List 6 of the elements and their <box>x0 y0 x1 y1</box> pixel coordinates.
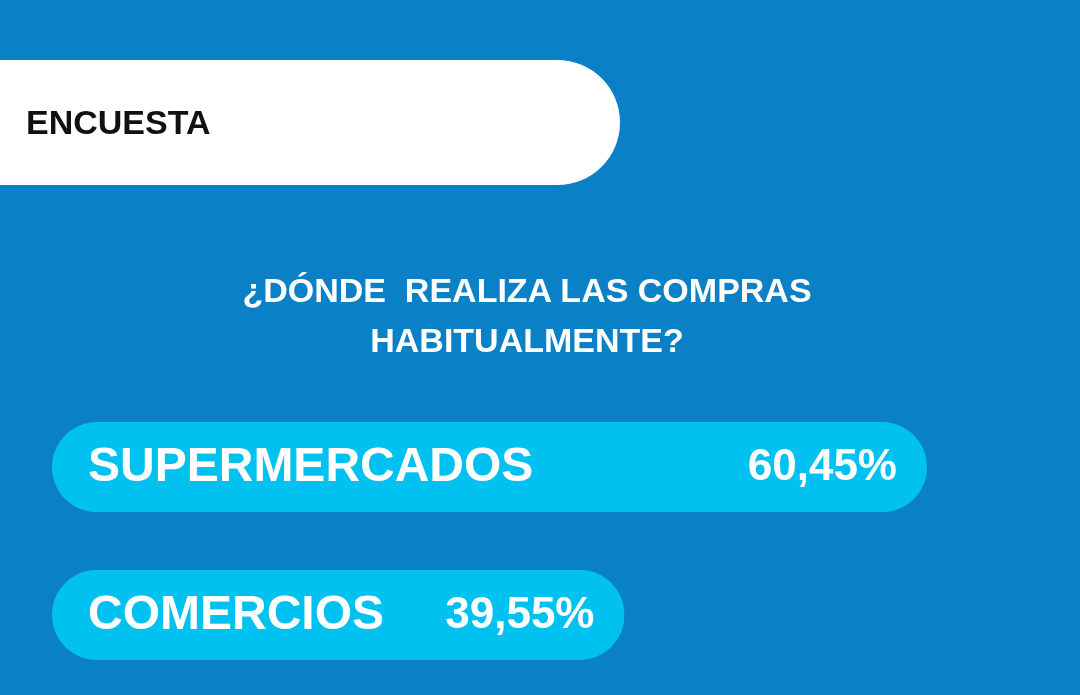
data-label: 60,45% <box>747 440 897 490</box>
data-label: 39,55% <box>445 587 595 637</box>
text: ENCUESTA <box>0 60 620 185</box>
y-tick-label: SUPERMERCADOS <box>88 438 534 492</box>
y-tick-label: COMERCIOS <box>88 585 385 639</box>
chart-title: ¿DÓNDE REALIZA LAS COMPRAS HABITUALMENTE? <box>241 270 813 361</box>
